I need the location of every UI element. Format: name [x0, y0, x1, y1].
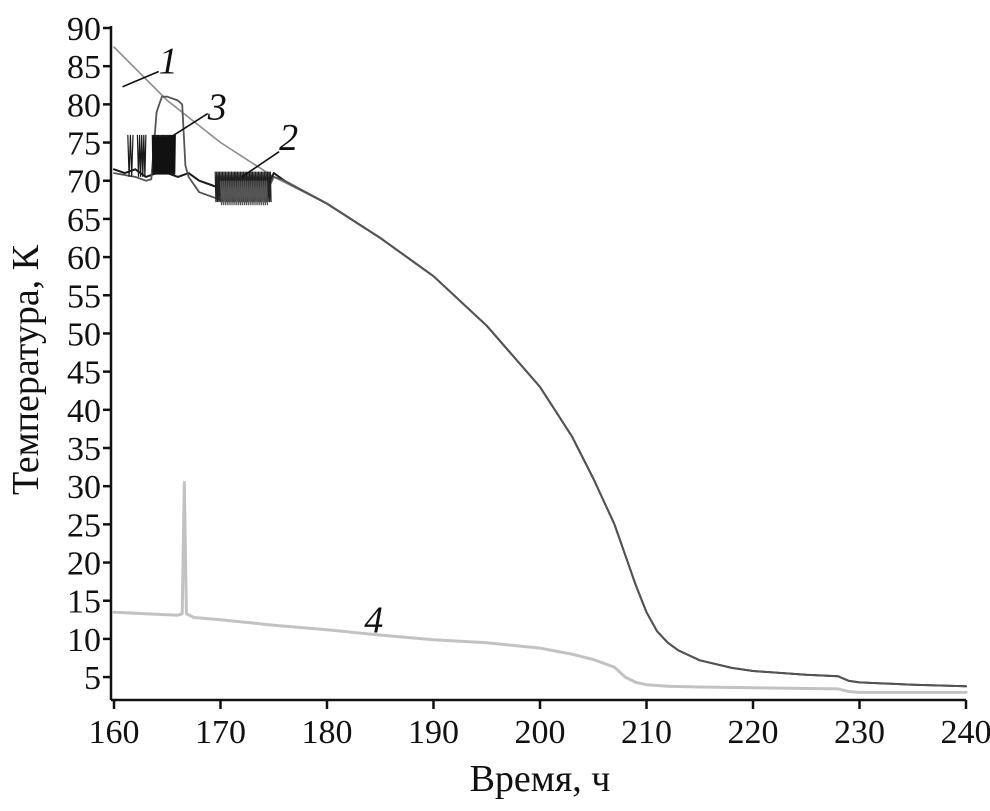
series-3-leader-line	[168, 112, 209, 139]
series-2-noise-a	[127, 134, 134, 177]
x-axis-title: Время, ч	[470, 758, 611, 800]
plot-area: 13 2 4	[112, 41, 968, 694]
series-1-line	[113, 46, 967, 688]
series-3-line	[113, 95, 967, 688]
y-tick-label: 70	[67, 164, 101, 201]
x-tick-label: 200	[515, 714, 566, 751]
y-tick-label: 20	[67, 546, 101, 583]
y-tick-label: 10	[67, 622, 101, 659]
series-2-leader-line	[241, 151, 280, 178]
y-tick-label: 65	[67, 202, 101, 239]
series-2-label: 2	[279, 117, 298, 159]
x-tick-label: 190	[408, 714, 459, 751]
y-tick-label: 55	[67, 278, 101, 315]
x-tick-label: 210	[621, 714, 672, 751]
x-tick-label: 160	[89, 714, 140, 751]
series-4-line	[112, 480, 968, 694]
y-tick-label: 50	[67, 316, 101, 353]
series-3-noise	[219, 180, 269, 206]
x-tick-label: 240	[941, 714, 990, 751]
series-1-leader-line	[122, 70, 160, 88]
y-tick-label: 15	[67, 584, 101, 621]
series-2-noise-c	[151, 134, 176, 175]
y-tick-label: 35	[67, 431, 101, 468]
x-tick-label: 230	[834, 714, 885, 751]
x-tick-label: 220	[728, 714, 779, 751]
series-3-label: 3	[207, 86, 227, 128]
x-tick-label: 180	[302, 714, 353, 751]
y-tick-label: 45	[67, 355, 101, 392]
y-tick-label: 40	[67, 393, 101, 430]
y-tick-label: 25	[67, 507, 101, 544]
y-tick-label: 30	[67, 469, 101, 506]
x-tick-label: 170	[195, 714, 246, 751]
series-4-label: 4	[364, 600, 383, 642]
y-tick-label: 80	[67, 87, 101, 124]
y-axis-title: Температура, К	[5, 244, 47, 495]
y-tick-label: 5	[84, 660, 101, 697]
series-2-line	[113, 168, 967, 688]
series-1-label: 1	[159, 41, 178, 83]
axes: 160 170 180 190 200 210 220 230 2405101520253035…	[67, 11, 990, 751]
y-tick-label: 90	[67, 11, 101, 48]
y-tick-label: 60	[67, 240, 101, 277]
y-tick-label: 85	[67, 49, 101, 86]
series-2-noise-b	[136, 134, 147, 177]
y-tick-label: 75	[67, 126, 101, 163]
